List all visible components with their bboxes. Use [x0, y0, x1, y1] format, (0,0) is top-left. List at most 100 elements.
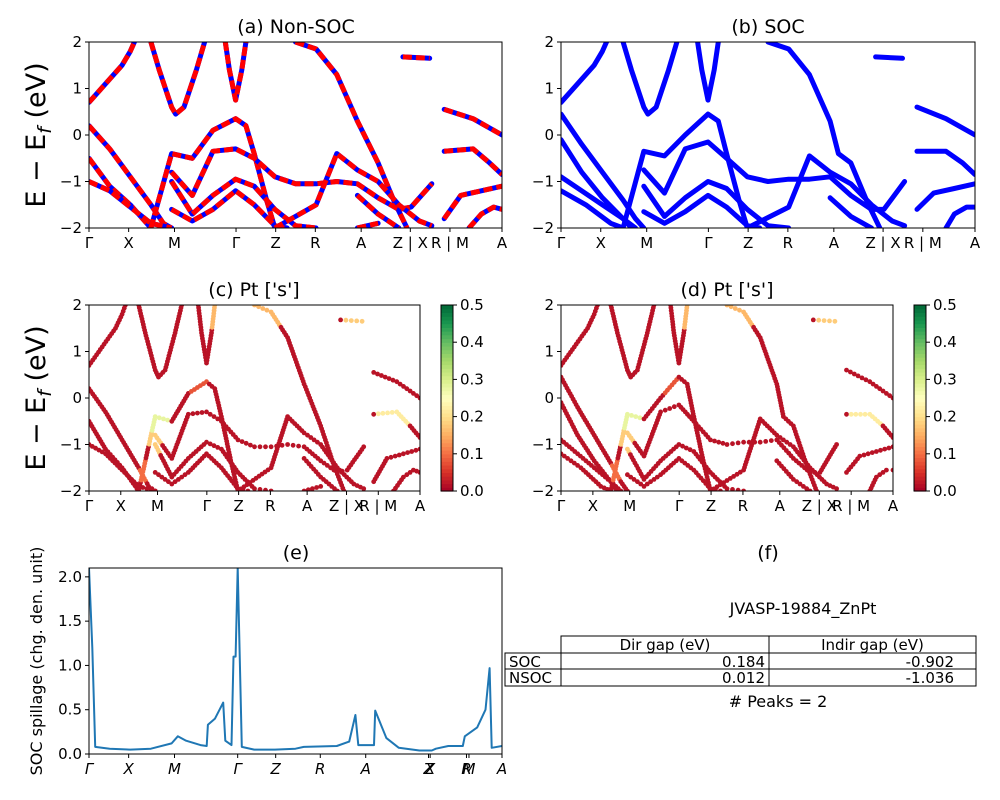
band-line-dash-4 [402, 54, 430, 61]
table-cell: -1.036 [906, 669, 954, 687]
scatter-point [239, 439, 245, 444]
scatter-point [880, 470, 886, 475]
x-tick-label: R [315, 760, 325, 778]
colorbar-tick-label: 0.0 [933, 482, 957, 500]
panel-e-title: (e) [283, 542, 310, 564]
scatter-point [595, 305, 600, 308]
colorbar-segment [914, 405, 926, 410]
scatter-point [235, 437, 241, 443]
scatter-point [285, 442, 290, 447]
scatter-point [853, 411, 859, 417]
scatter-point [735, 440, 741, 446]
colorbar-segment [914, 386, 926, 392]
x-tick-label: Γ [557, 497, 566, 515]
scatter-point [781, 437, 786, 443]
scatter-point [730, 441, 735, 447]
y-tick-label: 1 [72, 80, 82, 98]
panel-d-title: (d) Pt ['s'] [680, 279, 773, 301]
y-tick-label: 2.0 [58, 568, 82, 586]
colorbar-segment [914, 357, 926, 362]
x-tick-label: Z [233, 497, 243, 515]
row1-ylabel: E − Ef (eV) [21, 62, 56, 207]
panel-d-plot-area [561, 305, 893, 491]
scatter-point [874, 474, 879, 480]
scatter-point [384, 456, 390, 461]
scatter-point [207, 441, 213, 447]
scatter-point [724, 442, 730, 447]
band-line-15 [827, 195, 874, 228]
scatter-point [878, 447, 883, 453]
table-row-label: SOC [509, 653, 541, 671]
x-tick-label: R [738, 497, 748, 515]
colorbar-segment [914, 479, 926, 485]
scatter-point [301, 430, 307, 436]
colorbar-segment [441, 305, 453, 310]
scatter-point [290, 442, 296, 448]
colorbar-segment [441, 371, 453, 377]
colorbar-segment [914, 338, 926, 343]
scatter-point [409, 449, 415, 454]
scatter-point [338, 317, 343, 323]
scatter-point [156, 415, 162, 421]
x-tick-label: Γ [557, 234, 566, 252]
colorbar-segment [441, 349, 453, 354]
scatter-point [179, 474, 185, 480]
y-tick-label: 1.0 [58, 656, 82, 674]
scatter-point [716, 439, 722, 445]
x-tick-label: Γ [232, 234, 241, 252]
band-line-dash-15 [356, 220, 379, 228]
scatter-point [827, 318, 832, 324]
scatter-point [165, 417, 171, 423]
x-tick-label: R | M [359, 497, 397, 515]
colorbar-tick-label: 0.3 [460, 370, 484, 388]
scatter-point [720, 440, 726, 446]
scatter-point [861, 452, 867, 458]
scatter-point [741, 439, 746, 445]
scatter-point [417, 446, 420, 452]
x-tick-label: Γ [85, 760, 95, 778]
scatter-point [882, 446, 888, 452]
scatter-point [417, 435, 420, 440]
x-tick-label: R [461, 760, 471, 778]
x-tick-label: A [775, 497, 786, 515]
table-header-cell: Dir gap (eV) [620, 636, 711, 654]
colorbar-segment [914, 409, 926, 414]
colorbar-segment [914, 319, 926, 325]
scatter-point [869, 450, 875, 455]
scatter-point [865, 451, 871, 457]
scatter-point [625, 472, 630, 478]
scatter-point [301, 488, 307, 491]
x-tick-label: Z [270, 760, 282, 778]
colorbar-segment [914, 476, 926, 481]
plot-frame [88, 304, 421, 492]
band-line-3 [293, 42, 410, 228]
scatter-point [680, 443, 685, 449]
band-line-11 [641, 139, 908, 212]
x-tick-label: M [151, 497, 164, 515]
scatter-point [821, 318, 827, 323]
band-line-9 [561, 188, 626, 228]
band-line-dash-16 [443, 146, 502, 177]
table-row-label: NSOC [509, 669, 552, 687]
colorbar-segment [441, 390, 453, 395]
scatter-point [757, 439, 763, 445]
x-tick-label: A [888, 497, 899, 515]
scatter-point [195, 410, 200, 416]
scatter-point [814, 488, 819, 491]
colorbar-segment [914, 435, 926, 440]
band-line-0 [89, 42, 137, 105]
band-line-4 [873, 54, 905, 61]
colorbar-segment [914, 308, 926, 314]
y-tick-label: 0 [72, 126, 82, 144]
panel-f: (f) JVASP-19884_ZnPt Dir gap (eV) Indir g… [504, 542, 977, 711]
colorbar-segment [914, 368, 926, 373]
scatter-point [396, 452, 402, 458]
scatter-point [684, 305, 690, 308]
scatter-point [375, 411, 381, 417]
scatter-point [308, 435, 314, 440]
colorbar-segment [914, 446, 926, 451]
